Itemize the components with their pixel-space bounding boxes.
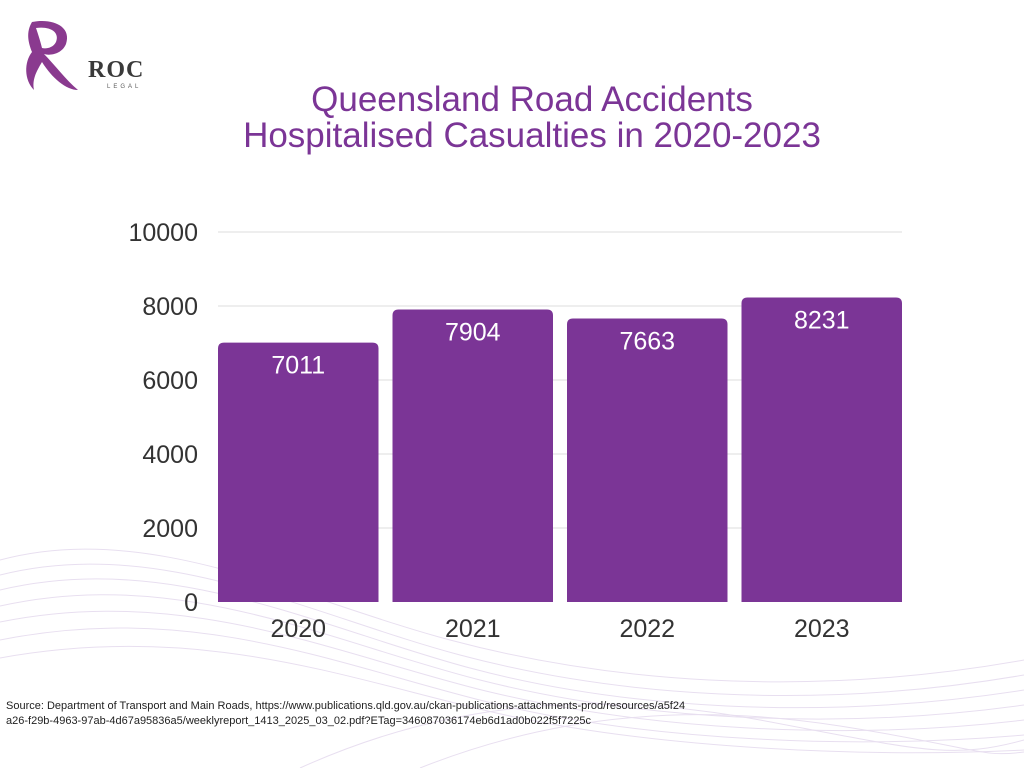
x-tick-label: 2022 — [619, 615, 675, 643]
x-tick-label: 2023 — [794, 615, 850, 643]
bar-2023 — [741, 297, 902, 602]
x-tick-label: 2020 — [270, 615, 326, 643]
y-tick-label: 6000 — [142, 367, 198, 395]
data-label: 7904 — [445, 319, 501, 347]
y-tick-label: 10000 — [128, 219, 198, 247]
bar-2020 — [218, 342, 379, 602]
y-axis-ticks: 0 2000 4000 6000 8000 10000 — [128, 219, 198, 617]
y-tick-label: 2000 — [142, 515, 198, 543]
logo-r-mark-icon — [26, 20, 78, 91]
roc-legal-logo: ROC LEGAL — [22, 18, 145, 98]
source-citation: Source: Department of Transport and Main… — [6, 700, 686, 727]
data-label: 7663 — [619, 327, 675, 355]
logo-wordmark: ROC — [88, 57, 145, 83]
data-labels: 7011 7904 7663 8231 — [271, 306, 849, 379]
x-axis-ticks: 2020 2021 2022 2023 — [270, 615, 849, 643]
logo-subtitle: LEGAL — [107, 84, 142, 90]
bar-2022 — [567, 318, 728, 602]
chart-title-line-2: Hospitalised Casualties in 2020-2023 — [243, 116, 821, 155]
y-tick-label: 4000 — [142, 441, 198, 469]
chart-title: Queensland Road Accidents Hospitalised C… — [140, 82, 924, 154]
y-tick-label: 8000 — [142, 293, 198, 321]
y-tick-label: 0 — [184, 589, 198, 617]
data-label: 7011 — [271, 352, 325, 380]
data-label: 8231 — [794, 306, 850, 334]
bar-2021 — [392, 309, 553, 602]
chart-title-line-1: Queensland Road Accidents — [311, 80, 753, 119]
x-tick-label: 2021 — [445, 615, 501, 643]
bars — [218, 297, 902, 602]
